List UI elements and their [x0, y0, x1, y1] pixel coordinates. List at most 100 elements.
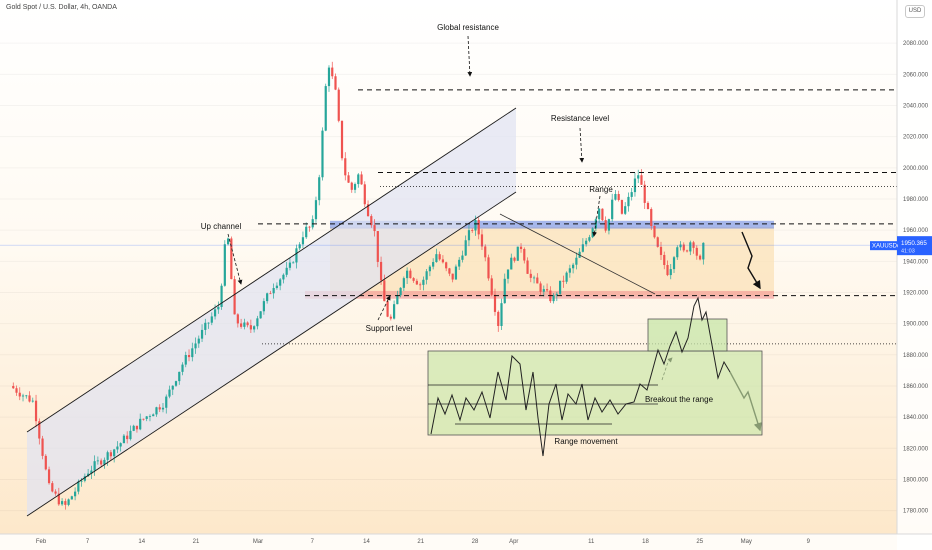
candle-body [399, 287, 402, 296]
candle-body [591, 228, 594, 238]
price-tag-countdown: 41:03 [901, 249, 915, 255]
candle-body [347, 175, 350, 183]
candle-body [497, 311, 500, 326]
candle-body [425, 271, 428, 280]
time-axis-panel [0, 534, 932, 550]
candle-body [392, 304, 396, 319]
label-resistance-level: Resistance level [551, 114, 609, 123]
candle-body [432, 262, 435, 267]
currency-button[interactable]: USD [905, 5, 925, 18]
candle-body [370, 216, 373, 226]
candle-body [435, 254, 438, 263]
candle-body [689, 242, 692, 252]
y-tick-label: 1980.000 [903, 197, 929, 203]
y-tick-label: 1900.000 [903, 322, 929, 328]
candle-body [506, 269, 510, 279]
candle-body [223, 244, 226, 286]
candle-body [585, 240, 588, 245]
candle-body [516, 246, 519, 261]
candle-body [406, 270, 409, 279]
candle-body [184, 354, 187, 365]
candle-body [487, 257, 490, 279]
x-tick-label: Mar [253, 539, 263, 545]
candle-body [311, 219, 314, 228]
candle-body [627, 196, 630, 207]
candle-body [80, 480, 83, 482]
candle-body [529, 273, 532, 278]
x-tick-label: 7 [86, 539, 90, 545]
range-movement-line [430, 296, 731, 457]
symbol-title: Gold Spot / U.S. Dollar, 4h, OANDA [6, 4, 117, 11]
candle-body [383, 280, 386, 302]
candle-body [373, 225, 376, 232]
candle-body [301, 237, 305, 245]
candle-body [168, 389, 171, 397]
y-tick-label: 2020.000 [903, 135, 929, 141]
candle-body [523, 248, 526, 261]
candle-body [422, 279, 425, 285]
candle-body [230, 238, 233, 280]
candle-body [611, 199, 614, 220]
candle-body [139, 418, 142, 430]
candle-body [552, 295, 555, 302]
candle-body [669, 269, 672, 276]
channel-fill [27, 108, 516, 516]
candle-body [363, 184, 366, 205]
candle-body [666, 265, 669, 276]
candle-body [285, 267, 288, 275]
candle-body [145, 416, 148, 419]
candle-body [344, 158, 347, 176]
candle-body [581, 244, 584, 252]
candle-body [256, 318, 259, 327]
candle-body [659, 246, 663, 255]
candle-body [493, 294, 497, 312]
candle-body [220, 285, 223, 307]
candle-body [266, 293, 269, 302]
candle-body [402, 278, 405, 288]
candle-body [340, 120, 344, 159]
candle-body [428, 266, 431, 272]
y-tick-label: 2080.000 [903, 41, 929, 47]
x-tick-label: 25 [696, 539, 703, 545]
candle-body [646, 202, 650, 210]
candle-body [174, 381, 178, 386]
candle-body [412, 278, 415, 281]
candle-body [698, 255, 702, 260]
candle-body [47, 469, 51, 484]
candle-body [448, 268, 451, 274]
x-tick-label: 7 [311, 539, 315, 545]
candle-body [555, 293, 558, 296]
x-tick-label: Apr [509, 539, 518, 545]
annotation-labels: Global resistance Resistance level Range Up… [201, 23, 714, 446]
range-movement-box [427, 350, 763, 436]
resistance-zone [330, 220, 774, 229]
price-tag-value: 1950.365 [901, 240, 927, 247]
price-axis-panel [897, 0, 932, 550]
x-tick-label: 21 [193, 539, 200, 545]
label-support-level: Support level [366, 324, 413, 333]
candle-body [376, 231, 379, 262]
candle-body [536, 277, 539, 284]
candle-body [103, 459, 106, 465]
x-tick-label: May [741, 539, 752, 545]
candle-body [249, 325, 252, 330]
triangle-line [499, 213, 656, 295]
y-tick-label: 1840.000 [903, 415, 929, 421]
candle-body [178, 371, 181, 382]
label-range-movement: Range movement [554, 437, 618, 446]
candle-body [44, 455, 47, 470]
label-up-channel: Up channel [201, 222, 242, 231]
y-tick-label: 1960.000 [903, 228, 929, 234]
candle-body [187, 354, 191, 358]
x-tick-label: 14 [138, 539, 145, 545]
candle-body [31, 400, 34, 402]
y-tick-label: 1860.000 [903, 384, 929, 390]
candle-body [226, 238, 230, 245]
candle-body [438, 254, 441, 260]
candle-body [204, 322, 207, 330]
candle-body [480, 234, 484, 247]
candle-body [379, 261, 383, 281]
candle-body [262, 301, 265, 312]
